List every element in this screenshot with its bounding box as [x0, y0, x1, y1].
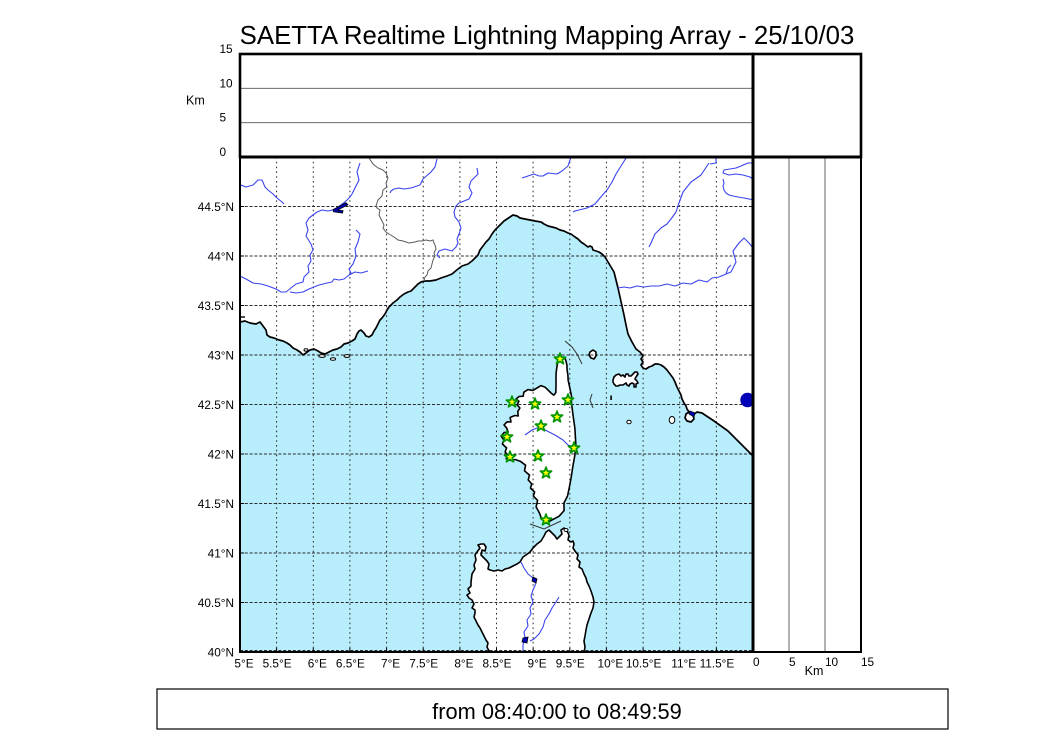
svg-text:42°N: 42°N [208, 448, 234, 462]
svg-text:from 08:40:00 to 08:49:59: from 08:40:00 to 08:49:59 [432, 699, 682, 724]
svg-text:43°N: 43°N [208, 349, 234, 363]
svg-text:43.5°N: 43.5°N [198, 299, 234, 313]
svg-text:8.5°E: 8.5°E [483, 657, 512, 671]
svg-text:7°E: 7°E [381, 657, 400, 671]
svg-text:0: 0 [220, 145, 227, 159]
svg-text:15: 15 [220, 42, 234, 56]
svg-text:Km: Km [186, 94, 205, 108]
svg-text:5°E: 5°E [234, 657, 253, 671]
svg-text:41.5°N: 41.5°N [198, 497, 234, 511]
svg-text:9°E: 9°E [528, 657, 547, 671]
svg-text:5: 5 [789, 655, 796, 669]
svg-text:44°N: 44°N [208, 250, 234, 264]
svg-text:11.5°E: 11.5°E [700, 657, 735, 671]
svg-text:5: 5 [220, 111, 227, 125]
svg-text:10°E: 10°E [598, 657, 624, 671]
svg-text:40°N: 40°N [208, 646, 234, 660]
svg-text:10: 10 [220, 76, 234, 90]
svg-text:11°E: 11°E [671, 657, 696, 671]
svg-text:Km: Km [805, 664, 824, 678]
svg-text:44.5°N: 44.5°N [198, 200, 234, 214]
svg-text:6.5°E: 6.5°E [336, 657, 365, 671]
svg-text:40.5°N: 40.5°N [198, 596, 234, 610]
svg-text:5.5°E: 5.5°E [263, 657, 292, 671]
svg-text:8°E: 8°E [454, 657, 473, 671]
svg-text:0: 0 [753, 655, 760, 669]
svg-text:6°E: 6°E [308, 657, 327, 671]
svg-text:7.5°E: 7.5°E [409, 657, 438, 671]
svg-text:9.5°E: 9.5°E [556, 657, 585, 671]
svg-text:SAETTA Realtime Lightning Mapp: SAETTA Realtime Lightning Mapping Array … [240, 22, 855, 50]
svg-text:10: 10 [825, 655, 839, 669]
svg-text:15: 15 [861, 655, 875, 669]
svg-text:10.5°E: 10.5°E [626, 657, 662, 671]
svg-text:41°N: 41°N [208, 547, 234, 561]
svg-text:42.5°N: 42.5°N [198, 398, 234, 412]
